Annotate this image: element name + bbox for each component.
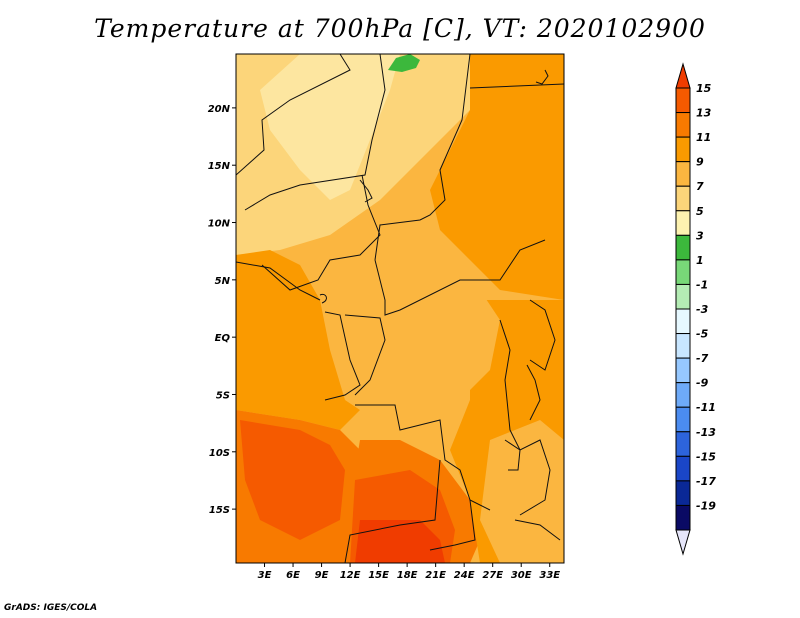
- colorbar-swatch: [675, 455, 691, 482]
- colorbar-label: 13: [696, 107, 712, 120]
- lat-tick-label: 15S: [209, 505, 230, 516]
- lon-tick-label: 18E: [397, 570, 418, 581]
- colorbar-label: -19: [696, 499, 716, 512]
- lon-tick-label: 6E: [286, 570, 300, 581]
- colorbar-bottom-triangle: [675, 529, 691, 556]
- lon-tick-label: 30E: [511, 570, 532, 581]
- lon-tick-label: 33E: [539, 570, 560, 581]
- lat-tick-label: EQ: [215, 333, 231, 344]
- colorbar-label: -7: [696, 352, 709, 365]
- colorbar-label: -1: [696, 278, 708, 291]
- lon-tick-label: 27E: [482, 570, 503, 581]
- colorbar-label: 1: [696, 254, 704, 267]
- lon-tick-label: 3E: [258, 570, 272, 581]
- latitude-axis: 20N 15N 10N 5N EQ 5S 10S 15S: [208, 104, 236, 516]
- lat-tick-label: 10N: [208, 219, 231, 230]
- temperature-field: [236, 54, 564, 563]
- colorbar-label: -15: [696, 450, 716, 463]
- colorbar-label: 5: [696, 205, 704, 218]
- colorbar-swatch: [675, 210, 691, 236]
- colorbar-swatch: [675, 234, 691, 261]
- colorbar-swatch: [675, 136, 691, 163]
- lat-tick-label: 10S: [209, 448, 230, 459]
- colorbar: 15 13 11 9 7 5 3 1 -1 -3 -5 -7 -9 -11 -13 -15 -17 -19: [675, 62, 716, 556]
- country-borders: [236, 54, 564, 563]
- colorbar-swatch: [675, 504, 691, 531]
- grads-credit: GrADS: IGES/COLA: [4, 603, 98, 613]
- colorbar-label: -13: [696, 426, 716, 439]
- lon-tick-label: 9E: [315, 570, 329, 581]
- lon-tick-label: 24E: [454, 570, 475, 581]
- lat-tick-label: 20N: [208, 104, 231, 115]
- map-frame: [235, 53, 565, 564]
- colorbar-swatch: [675, 161, 691, 187]
- colorbar-top-triangle: [675, 62, 691, 89]
- longitude-axis: 3E 6E 9E 12E 15E 18E 21E 24E 27E 30E 33E: [258, 563, 560, 581]
- colorbar-swatch: [675, 185, 691, 212]
- colorbar-swatch: [675, 87, 691, 114]
- lat-tick-label: 15N: [208, 161, 231, 172]
- colorbar-swatch: [675, 112, 691, 138]
- colorbar-label: -3: [696, 303, 709, 316]
- colorbar-label: -9: [696, 377, 709, 390]
- colorbar-swatch: [675, 382, 691, 408]
- lat-tick-label: 5N: [215, 276, 231, 287]
- colorbar-swatch: [675, 308, 691, 335]
- colorbar-swatch: [675, 333, 691, 359]
- colorbar-swatch: [675, 406, 691, 433]
- colorbar-label: 15: [696, 82, 712, 95]
- lon-tick-label: 12E: [340, 570, 361, 581]
- colorbar-label: 11: [696, 131, 711, 144]
- colorbar-swatch: [675, 259, 691, 285]
- colorbar-swatch: [675, 431, 691, 457]
- colorbar-swatch: [675, 357, 691, 384]
- colorbar-label: 9: [696, 156, 704, 169]
- colorbar-label: 3: [696, 229, 704, 242]
- lat-tick-label: 5S: [216, 390, 230, 401]
- map-title: Temperature at 700hPa [C], VT: 202010290…: [94, 14, 706, 43]
- lon-tick-label: 21E: [425, 570, 446, 581]
- colorbar-label: -17: [696, 475, 716, 488]
- colorbar-label: -11: [696, 401, 716, 414]
- colorbar-swatch: [675, 480, 691, 506]
- colorbar-label: -5: [696, 328, 709, 341]
- colorbar-label: 7: [696, 180, 704, 193]
- colorbar-swatch: [675, 283, 691, 310]
- lon-tick-label: 15E: [368, 570, 389, 581]
